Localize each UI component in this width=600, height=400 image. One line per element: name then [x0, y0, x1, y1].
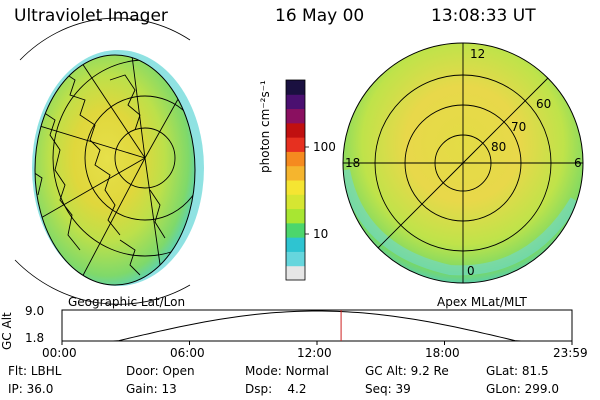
altitude-xtick: 06:00: [170, 346, 205, 360]
colorbar-segment: [286, 151, 305, 167]
colorbar-segment: [286, 194, 305, 210]
status-glat: GLat: 81.5: [486, 364, 549, 378]
colorbar-segment: [286, 180, 305, 195]
mlt-label-12: 12: [470, 47, 486, 61]
colorbar-tick-100: 100: [313, 140, 336, 154]
status-dsp: Dsp: 4.2: [245, 382, 307, 396]
magnetic-caption: Apex MLat/MLT: [437, 295, 527, 309]
mlt-label-18: 18: [345, 156, 361, 170]
geographic-caption: Geographic Lat/Lon: [68, 295, 186, 309]
altitude-plot: [61, 309, 573, 345]
status-mode: Mode: Normal: [245, 364, 329, 378]
altitude-xtick: 23:59: [553, 346, 588, 360]
altitude-ytick-max: 9.0: [25, 304, 45, 318]
colorbar-segment: [286, 208, 305, 224]
colorbar-segment: [286, 108, 305, 124]
altitude-ytick-min: 1.8: [25, 331, 45, 345]
colorbar-segment: [286, 122, 305, 138]
colorbar-segment: [286, 251, 305, 267]
time-label: 13:08:33 UT: [431, 6, 536, 26]
colorbar-tick-10: 10: [313, 227, 329, 241]
status-gain: Gain: 13: [126, 382, 177, 396]
mlat-label-70: 70: [511, 120, 527, 134]
status-seq: Seq: 39: [365, 382, 411, 396]
colorbar-segment: [286, 165, 305, 181]
altitude-ylabel: GC Alt: [0, 312, 14, 350]
mlat-label-60: 60: [536, 97, 552, 111]
colorbar-segment: [286, 265, 305, 281]
colorbar: [286, 80, 305, 281]
colorbar-segment: [286, 80, 305, 95]
status-ip: IP: 36.0: [8, 382, 54, 396]
colorbar-segment: [286, 94, 305, 110]
mlt-label-0: 0: [467, 264, 475, 278]
colorbar-segment: [286, 222, 305, 238]
status-gc-alt: GC Alt: 9.2 Re: [365, 364, 449, 378]
status-glon: GLon: 299.0: [486, 382, 559, 396]
mlt-label-6: 6: [574, 156, 582, 170]
status-filter: Flt: LBHL: [8, 364, 62, 378]
geographic-image: [14, 17, 204, 305]
altitude-xtick: 00:00: [42, 346, 77, 360]
altitude-xtick: 18:00: [425, 346, 460, 360]
altitude-xtick: 12:00: [297, 346, 332, 360]
colorbar-label: photon cm⁻²s⁻¹: [258, 80, 272, 173]
colorbar-segment: [286, 237, 305, 252]
colorbar-segment: [286, 137, 305, 152]
mlat-label-80: 80: [491, 140, 507, 154]
magnetic-image: [342, 42, 584, 284]
instrument-title: Ultraviolet Imager: [14, 6, 168, 26]
date-label: 16 May 00: [275, 6, 365, 26]
status-door: Door: Open: [126, 364, 195, 378]
